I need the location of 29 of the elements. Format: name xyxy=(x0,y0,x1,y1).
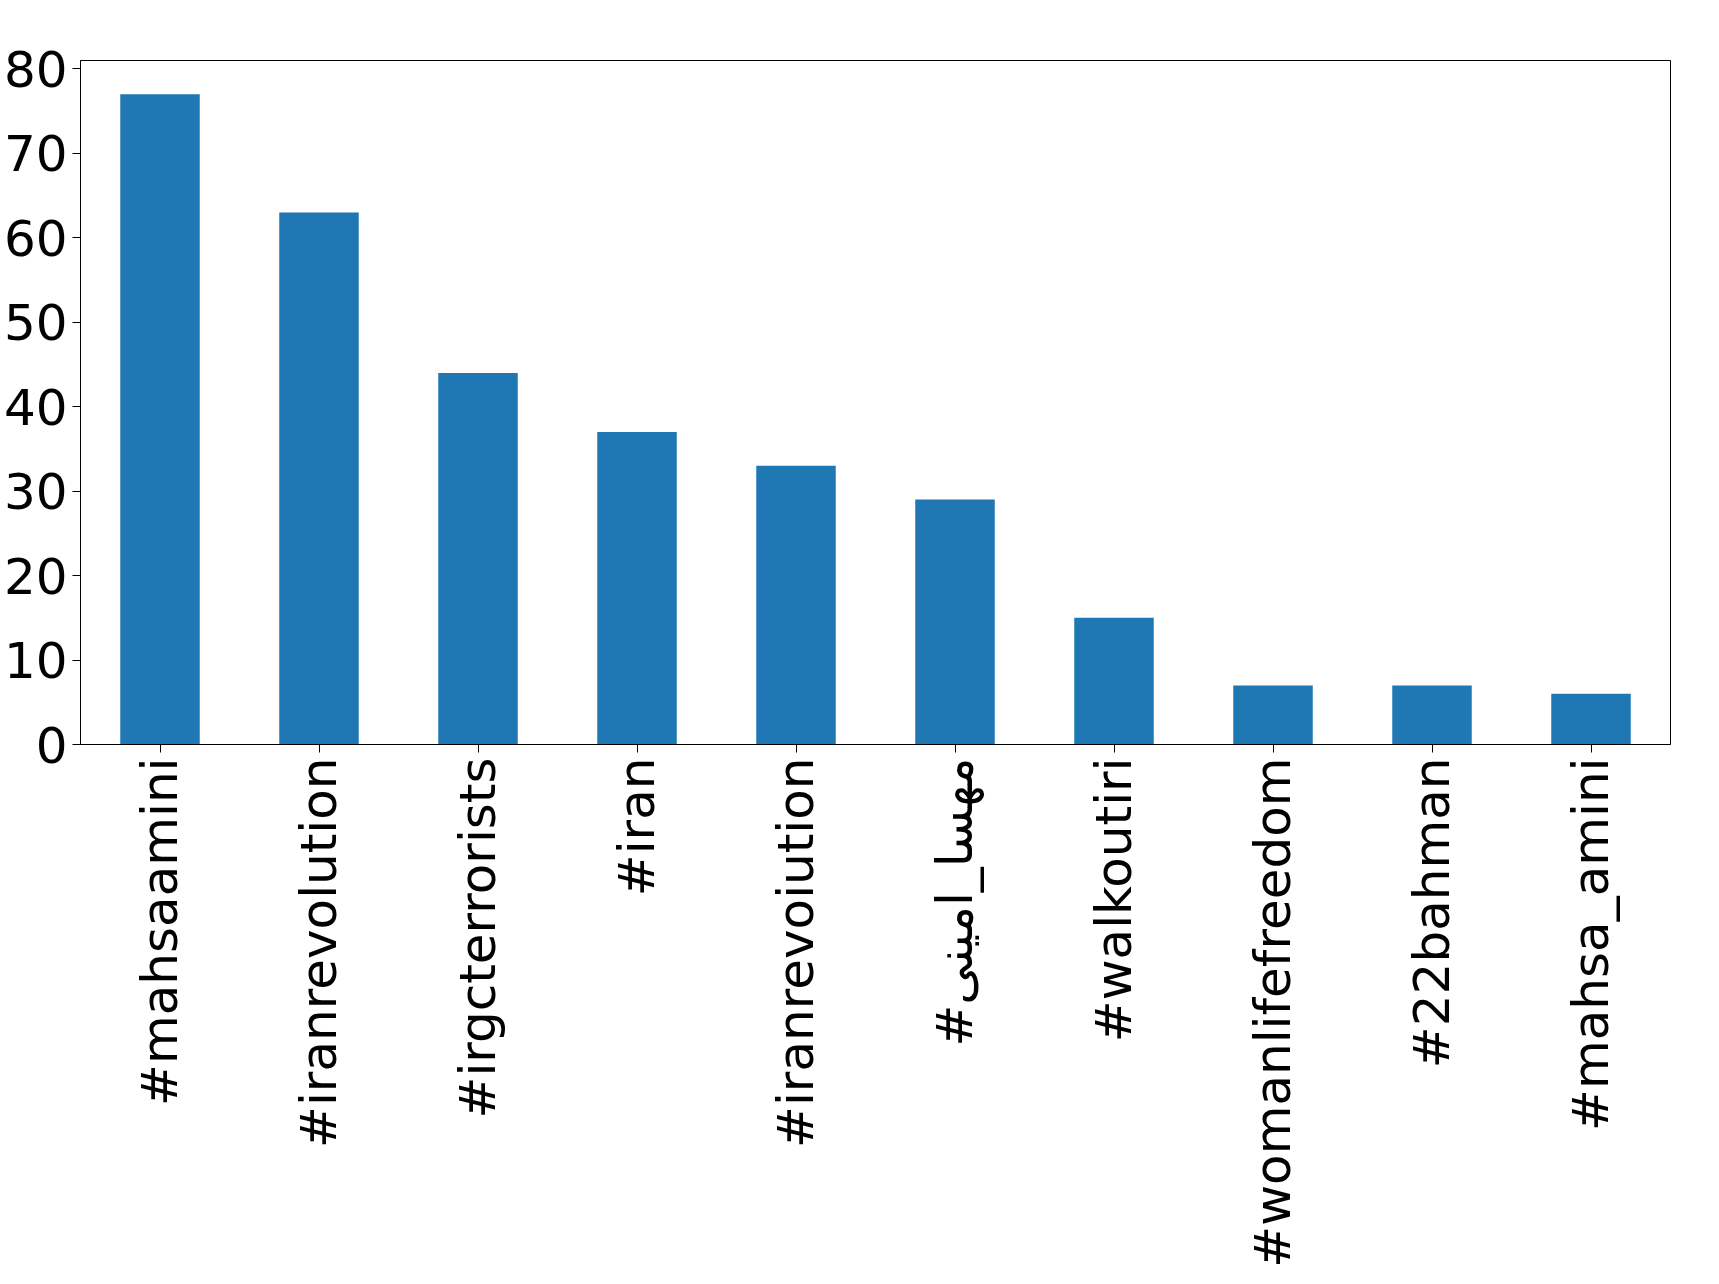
y-tick-label: 30 xyxy=(3,463,68,522)
bar xyxy=(1233,685,1313,745)
x-tick-label: #iran xyxy=(608,757,666,897)
x-tick-label: #walkoutiri xyxy=(1085,757,1143,1043)
x-tick-label: #iranrevolution xyxy=(290,757,348,1148)
y-tick-label: 50 xyxy=(3,294,68,353)
x-tick-label: #مهسا_امینی xyxy=(926,757,985,1047)
x-tick-label: #womanlifefreedom xyxy=(1244,757,1302,1268)
y-tick-label: 10 xyxy=(3,632,68,691)
x-tick-label: #mahsaamini xyxy=(131,757,189,1106)
bar xyxy=(279,212,359,745)
y-tick-label: 40 xyxy=(3,378,68,437)
x-tick-label: #iranrevoiution xyxy=(767,757,825,1148)
bar xyxy=(438,372,518,745)
x-tick-label: #irgcterrorists xyxy=(449,757,507,1119)
y-tick-label: 60 xyxy=(3,209,68,268)
y-tick-label: 70 xyxy=(3,125,68,184)
y-tick-label: 20 xyxy=(3,547,68,606)
bar xyxy=(1074,617,1154,745)
bar xyxy=(1551,693,1631,745)
y-tick-label: 0 xyxy=(35,716,68,775)
bar xyxy=(915,499,995,745)
bar xyxy=(120,94,200,745)
y-tick-label: 80 xyxy=(3,40,68,99)
x-tick-label: #22bahman xyxy=(1403,757,1461,1069)
x-tick-label: #mahsa_amini xyxy=(1562,757,1620,1131)
bar xyxy=(597,432,677,745)
bar xyxy=(1392,685,1472,745)
bar xyxy=(756,465,836,745)
